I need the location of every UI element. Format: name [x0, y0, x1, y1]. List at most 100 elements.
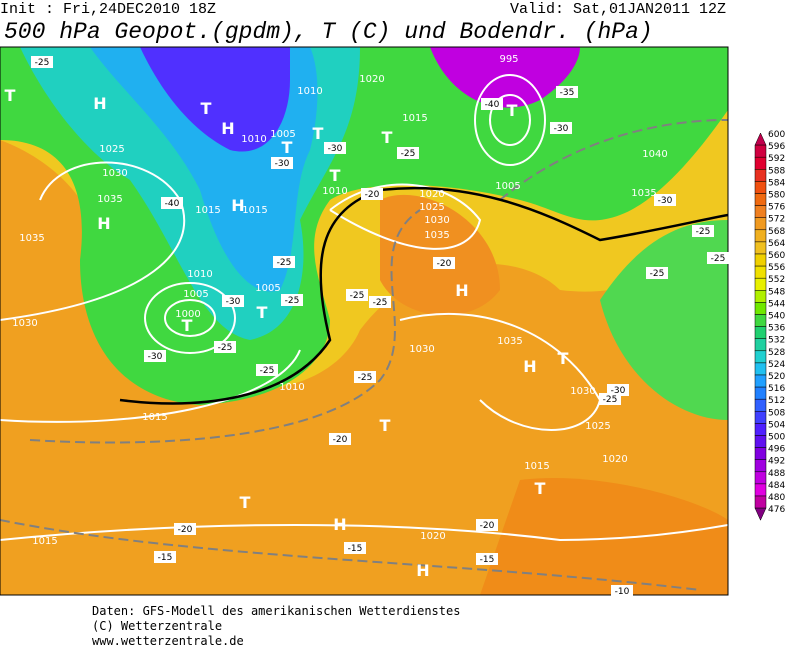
footer-copyright: (C) Wetterzentrale	[92, 619, 222, 633]
isotherm-box	[329, 433, 351, 445]
colorbar-label: 492	[768, 457, 785, 467]
colorbar-label: 600	[768, 130, 785, 140]
isobar-label: 1030	[12, 318, 37, 329]
ridge-core	[380, 194, 500, 316]
init-time: Init : Fri,24DEC2010 18Z	[0, 1, 216, 18]
pressure-center: T	[380, 416, 391, 435]
pressure-center: T	[507, 101, 518, 120]
isotherm-label: -30	[275, 159, 290, 169]
isobar-label: 1010	[187, 269, 212, 280]
isotherm-label: -30	[611, 386, 626, 396]
colorbar-swatch	[754, 350, 767, 364]
colorbar-label: 516	[768, 384, 785, 394]
isotherm-label: -25	[35, 58, 50, 68]
isotherm-label: -30	[148, 352, 163, 362]
colorbar-label: 592	[768, 154, 785, 164]
pressure-center: T	[201, 99, 212, 118]
isotherm-lines	[0, 119, 728, 591]
isotherm-box	[692, 225, 714, 237]
isotherm-label: -25	[260, 366, 275, 376]
colorbar-label: 572	[768, 215, 785, 225]
pressure-center: T	[182, 316, 193, 335]
isotherm-label: -15	[158, 553, 173, 563]
isotherm-box	[256, 364, 278, 376]
colorbar-swatch	[754, 374, 767, 388]
colorbar-swatch	[754, 459, 767, 473]
colorbar-swatch	[754, 241, 767, 255]
isotherm-label: -30	[226, 297, 241, 307]
isotherm-box	[154, 551, 176, 563]
isotherm-label: -30	[658, 196, 673, 206]
isobar-label: 1010	[322, 186, 347, 197]
isobar-label: 1020	[602, 454, 627, 465]
isobar-label: 1015	[142, 412, 167, 423]
colorbar-swatch	[754, 205, 767, 218]
colorbar-swatch	[754, 265, 767, 279]
isotherm-box	[476, 519, 498, 531]
pressure-center: H	[93, 94, 106, 113]
colorbar-swatch	[754, 411, 767, 424]
isotherm-label: -25	[350, 291, 365, 301]
isotherm-label: -35	[560, 88, 575, 98]
isobar-label: 1030	[409, 344, 434, 355]
isotherm-box	[273, 256, 295, 268]
isobar-label: 1005	[270, 129, 295, 140]
pressure-center: H	[221, 119, 234, 138]
pressure-center: H	[455, 281, 468, 300]
polar-vortex	[430, 47, 580, 108]
isotherm-box	[369, 296, 391, 308]
isobar-label: 1035	[97, 194, 122, 205]
isobar-label: 1000	[175, 309, 200, 320]
colorbar-swatch	[754, 326, 767, 339]
isotherm-label: -25	[711, 254, 726, 264]
colorbar-swatch	[754, 398, 767, 412]
isobar-label: 1005	[495, 181, 520, 192]
isotherm-label: -20	[178, 525, 193, 535]
isotherm-label: -15	[348, 544, 363, 554]
isotherm-label: -25	[373, 298, 388, 308]
isotherm-box	[214, 341, 236, 353]
colorbar-label: 552	[768, 275, 785, 285]
colorbar-swatch	[754, 193, 767, 206]
isotherm-box	[707, 252, 729, 264]
isobar-label: 1015	[524, 461, 549, 472]
colorbar-swatch	[754, 314, 767, 327]
isotherm-label: -25	[603, 395, 618, 405]
colorbar-label: 588	[768, 166, 785, 176]
isotherm-box	[354, 371, 376, 383]
colorbar-swatch	[754, 362, 767, 376]
isotherm-box	[222, 295, 244, 307]
isotherm-label: -15	[480, 555, 495, 565]
isobar-label: 995	[499, 54, 518, 65]
colorbar-label: 520	[768, 372, 785, 382]
isotherm-label: -40	[165, 199, 180, 209]
isotherm-box	[31, 56, 53, 68]
colorbar-swatch	[754, 423, 767, 436]
pressure-center: T	[330, 166, 341, 185]
isobar-label: 1030	[424, 215, 449, 226]
isotherm-label: -20	[437, 259, 452, 269]
isobar-label: 1015	[242, 205, 267, 216]
colorbar-label: 532	[768, 336, 785, 346]
isotherm-box	[654, 194, 676, 206]
isotherm-box	[161, 197, 183, 209]
isobar-label: 1025	[585, 421, 610, 432]
isotherm-box	[324, 142, 346, 154]
pressure-center: H	[523, 357, 536, 376]
colorbar: 600 596 592 588 584 580 576 572 568 564 560 556 552 5…	[754, 130, 785, 521]
isotherm-box	[144, 350, 166, 362]
colorbar-label: 564	[768, 239, 785, 249]
polar-low	[140, 47, 290, 152]
colorbar-label: 504	[768, 420, 785, 430]
pressure-center: H	[231, 196, 244, 215]
isobar-label: 1010	[279, 382, 304, 393]
colorbar-swatch	[754, 181, 767, 194]
colorbar-cap	[754, 507, 767, 521]
isotherm-box	[550, 122, 572, 134]
isotherm-box	[599, 393, 621, 405]
isobar-label: 1035	[497, 336, 522, 347]
pressure-center: T	[535, 479, 546, 498]
colorbar-swatch	[754, 156, 767, 170]
